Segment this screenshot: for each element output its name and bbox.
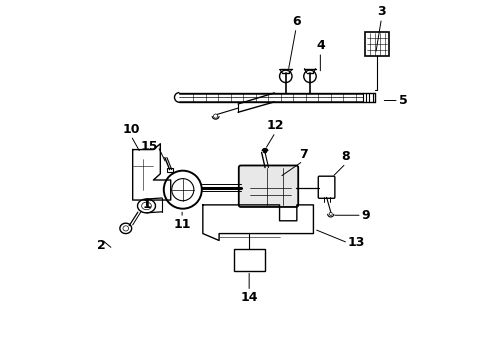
Text: 12: 12 [267,119,284,132]
Text: 10: 10 [122,123,140,136]
Text: 13: 13 [348,237,366,249]
Bar [167,168,173,172]
Text: 9: 9 [362,209,370,222]
Text: 8: 8 [342,150,350,163]
Text: 3: 3 [377,5,386,18]
Text: 1: 1 [142,198,151,211]
Text: 5: 5 [399,94,408,107]
Text: 11: 11 [173,218,191,231]
Text: 4: 4 [316,39,325,52]
Circle shape [263,149,267,153]
FancyBboxPatch shape [239,166,298,207]
Text: 2: 2 [97,239,106,252]
Text: 6: 6 [292,15,300,28]
Text: 7: 7 [299,148,307,161]
Bar [234,249,265,271]
Bar [365,32,389,56]
Text: 14: 14 [241,291,258,304]
Text: 15: 15 [141,140,158,153]
